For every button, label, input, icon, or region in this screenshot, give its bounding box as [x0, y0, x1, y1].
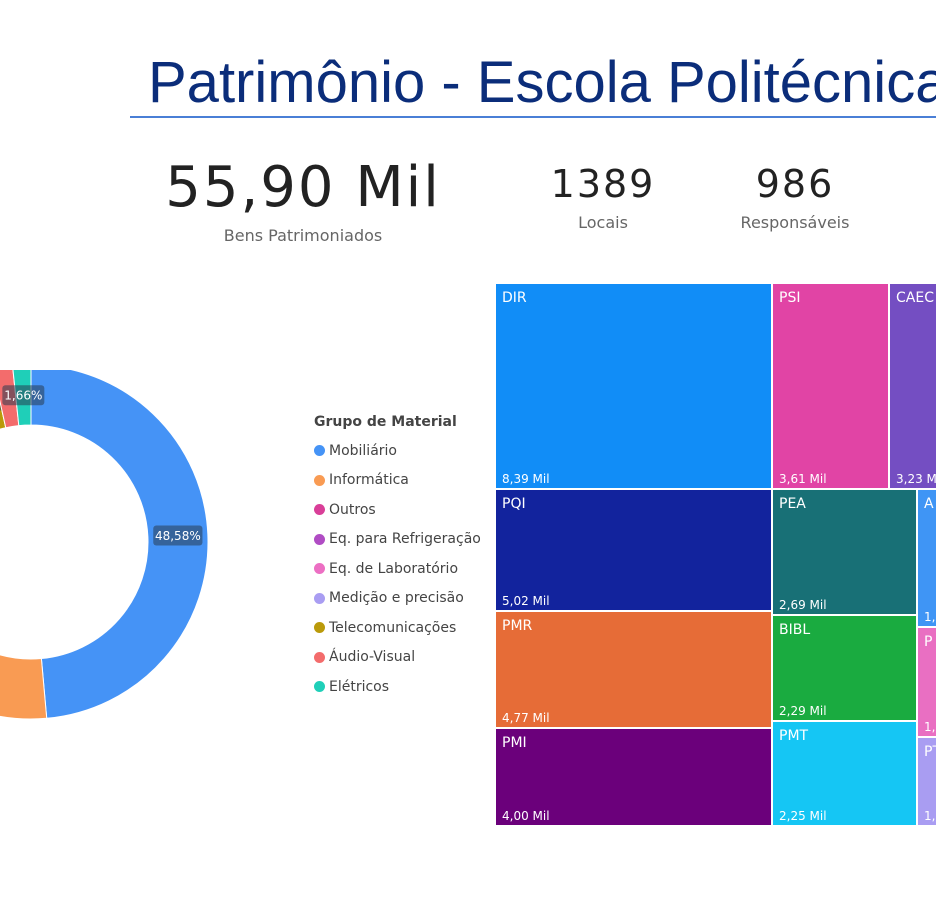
donut-slice-1[interactable]	[0, 486, 48, 720]
treemap-tile-pt[interactable]: PT 1,	[918, 738, 936, 827]
treemap-tile-name: A	[924, 496, 934, 512]
donut-slice-0[interactable]	[30, 370, 209, 719]
treemap-tile-value: 5,02 Mil	[502, 594, 550, 608]
treemap-tile-dir[interactable]: DIR 8,39 Mil	[496, 284, 773, 490]
treemap-tile-psi[interactable]: PSI 3,61 Mil	[773, 284, 890, 490]
legend-item[interactable]: Áudio-Visual	[314, 643, 481, 673]
legend-label: Eq. de Laboratório	[329, 560, 459, 577]
treemap-tile-value: 3,23 M	[896, 472, 936, 486]
treemap-tile-value: 1,	[924, 809, 936, 823]
treemap-tile-p[interactable]: P 1,	[918, 628, 936, 738]
treemap-tile-value: 3,61 Mil	[779, 472, 827, 486]
legend-marker	[314, 592, 325, 604]
treemap-tile-name: PMI	[502, 735, 527, 751]
treemap-tile-pmr[interactable]: PMR 4,77 Mil	[496, 612, 773, 729]
legend-marker	[314, 533, 325, 545]
treemap-tile-a[interactable]: A 1,	[918, 490, 936, 628]
treemap-tile-bibl[interactable]: BIBL 2,29 Mil	[773, 616, 918, 722]
legend-marker	[314, 445, 325, 457]
donut-chart[interactable]: 48,58%1,85%1,66%	[0, 370, 230, 740]
treemap-tile-pmt[interactable]: PMT 2,25 Mil	[773, 722, 918, 827]
legend-marker	[314, 622, 325, 634]
legend-item[interactable]: Medição e precisão	[314, 584, 481, 614]
treemap-tile-pea[interactable]: PEA 2,69 Mil	[773, 490, 918, 616]
treemap-tile-name: CAEC	[896, 290, 934, 306]
svg-text:1,66%: 1,66%	[4, 389, 42, 403]
treemap-tile-name: PMR	[502, 618, 533, 634]
legend-label: Áudio-Visual	[329, 649, 416, 666]
treemap-tile-value: 2,25 Mil	[779, 809, 827, 823]
legend-label: Eq. para Refrigeração	[329, 531, 481, 548]
donut-data-label-0: 48,58%	[153, 525, 203, 546]
treemap-chart[interactable]: DIR 8,39 Mil PSI 3,61 Mil CAEC 3,23 M PQI 5,02 …	[496, 284, 936, 827]
kpi-card-total: 55,90 Mil Bens Patrimoniados	[160, 155, 446, 246]
treemap-tile-value: 4,77 Mil	[502, 711, 550, 725]
legend-title: Grupo de Material	[314, 414, 457, 430]
legend-label: Mobiliário	[329, 442, 397, 459]
kpi-total-label: Bens Patrimoniados	[223, 226, 383, 245]
legend-item[interactable]: Elétricos	[314, 672, 481, 702]
treemap-tile-name: PMT	[779, 728, 809, 744]
legend-item[interactable]: Informática	[314, 466, 481, 496]
treemap-tile-name: BIBL	[779, 622, 811, 638]
legend-label: Informática	[329, 472, 409, 489]
legend-label: Elétricos	[329, 678, 390, 695]
treemap-tile-value: 2,29 Mil	[779, 704, 827, 718]
donut-data-label-8: 1,66%	[2, 385, 45, 406]
legend-marker	[314, 504, 325, 516]
treemap-tile-pqi[interactable]: PQI 5,02 Mil	[496, 490, 773, 612]
kpi-card-locais: 1389 Locais	[540, 165, 666, 232]
kpi-locais-value: 1389	[550, 162, 656, 206]
treemap-tile-pmi[interactable]: PMI 4,00 Mil	[496, 729, 773, 827]
treemap-tile-name: PT	[924, 744, 936, 760]
legend-label: Medição e precisão	[329, 590, 464, 607]
treemap-tile-caec[interactable]: CAEC 3,23 M	[890, 284, 936, 490]
kpi-total-value: 55,90 Mil	[165, 155, 441, 220]
kpi-responsaveis-value: 986	[755, 162, 835, 206]
treemap-tile-name: DIR	[502, 290, 527, 306]
legend-marker	[314, 474, 325, 486]
svg-text:48,58%: 48,58%	[155, 529, 201, 543]
legend-marker	[314, 681, 325, 693]
treemap-tile-name: PEA	[779, 496, 806, 512]
title-divider	[130, 116, 936, 118]
legend-label: Outros	[329, 501, 376, 518]
legend-label: Telecomunicações	[329, 619, 457, 636]
treemap-tile-value: 1,	[924, 610, 936, 624]
legend-marker	[314, 651, 325, 663]
treemap-tile-name: PQI	[502, 496, 526, 512]
legend-marker	[314, 563, 325, 575]
kpi-responsaveis-label: Responsáveis	[740, 213, 850, 232]
legend-item[interactable]: Mobiliário	[314, 436, 481, 466]
kpi-card-responsaveis: 986 Responsáveis	[722, 165, 868, 232]
page-title: Patrimônio - Escola Politécnica	[148, 50, 936, 115]
treemap-tile-name: PSI	[779, 290, 801, 306]
treemap-tile-value: 1,	[924, 720, 936, 734]
legend-item[interactable]: Outros	[314, 495, 481, 525]
treemap-tile-value: 8,39 Mil	[502, 472, 550, 486]
legend-item[interactable]: Telecomunicações	[314, 613, 481, 643]
treemap-tile-value: 2,69 Mil	[779, 598, 827, 612]
legend-item[interactable]: Eq. de Laboratório	[314, 554, 481, 584]
kpi-locais-label: Locais	[578, 213, 628, 232]
donut-legend: Grupo de Material Mobiliário Informática O…	[314, 414, 481, 702]
treemap-tile-name: P	[924, 634, 933, 650]
legend-item[interactable]: Eq. para Refrigeração	[314, 525, 481, 555]
treemap-tile-value: 4,00 Mil	[502, 809, 550, 823]
